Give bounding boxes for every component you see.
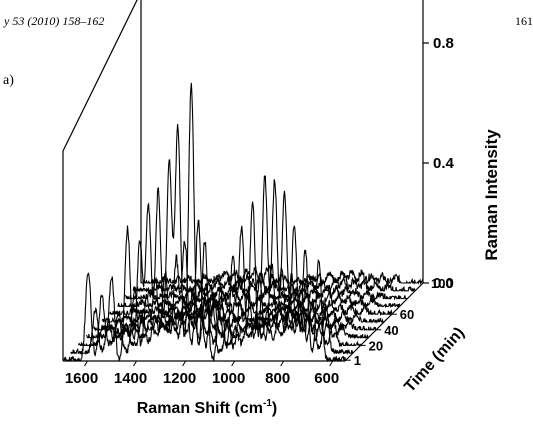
time-axis-label: Time (min)	[401, 324, 468, 395]
intensity-axis-ticks: 0.0 0.4 0.8	[423, 35, 455, 292]
intensity-tick-label: 0.0	[433, 275, 454, 292]
x-tick-label: 1400	[114, 370, 147, 387]
spectrum-trace-100min	[140, 264, 424, 286]
intensity-tick-label: 0.4	[433, 155, 455, 172]
x-tick-label: 800	[265, 370, 290, 387]
time-tick-label: 20	[369, 338, 383, 353]
x-tick-label: 1000	[212, 370, 245, 387]
x-tick-mark	[182, 360, 187, 367]
x-tick-mark	[231, 360, 236, 367]
time-tick-label: 60	[400, 307, 414, 322]
x-tick-label: 600	[314, 370, 339, 387]
journal-citation: y 53 (2010) 158–162	[4, 14, 105, 28]
page-number: 161	[515, 14, 533, 28]
x-axis-label: Raman Shift (cm-1)	[137, 398, 277, 417]
spectrum-trace-20min	[78, 283, 362, 348]
x-axis-ticks: 1600 1400 1200 1000 800 600	[65, 360, 339, 387]
spectrum-trace-1min	[63, 82, 347, 363]
time-tick-label: 40	[384, 323, 398, 338]
frame-left-top-edge	[62, 0, 138, 152]
x-tick-label: 1200	[163, 370, 196, 387]
intensity-axis-label: Raman Intensity	[482, 129, 501, 261]
spectrum-trace-10min	[70, 219, 354, 356]
time-tick-label: 100	[431, 276, 453, 291]
intensity-tick-label: 0.8	[433, 35, 454, 52]
x-tick-mark	[280, 360, 285, 367]
spectrum-trace-90min	[132, 270, 416, 293]
plot-frame	[62, 0, 424, 362]
x-tick-mark	[329, 360, 334, 367]
x-tick-mark	[133, 360, 137, 367]
panel-label: a)	[3, 73, 14, 88]
x-tick-label: 1600	[65, 370, 98, 387]
x-tick-mark	[84, 360, 88, 367]
spectra-group	[63, 82, 424, 363]
time-tick-label: 1	[354, 353, 361, 368]
